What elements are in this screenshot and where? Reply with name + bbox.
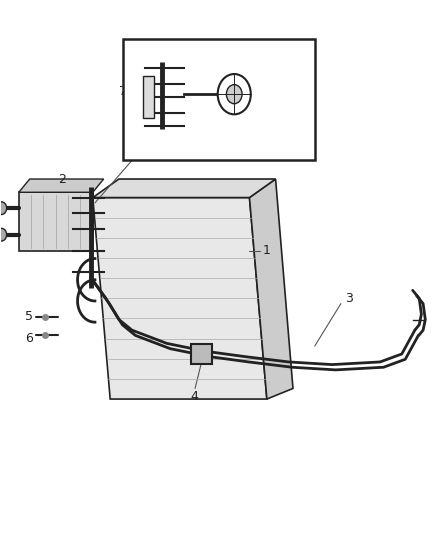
Polygon shape	[93, 198, 267, 399]
Text: 8: 8	[146, 142, 153, 152]
Text: 7: 7	[119, 85, 127, 98]
Text: 5: 5	[25, 310, 33, 324]
Bar	[123, 38, 315, 160]
Circle shape	[226, 85, 242, 104]
Polygon shape	[93, 179, 276, 198]
Text: 3: 3	[345, 292, 353, 305]
Polygon shape	[19, 179, 104, 192]
Text: 6: 6	[25, 332, 33, 344]
Circle shape	[0, 228, 7, 241]
Bar	[143, 76, 154, 118]
Polygon shape	[250, 179, 293, 399]
Bar	[191, 344, 212, 364]
Text: 1: 1	[262, 244, 270, 257]
Text: 9: 9	[231, 142, 238, 152]
Circle shape	[0, 202, 7, 215]
Text: 4: 4	[191, 390, 198, 403]
Text: 2: 2	[58, 173, 66, 185]
Circle shape	[218, 74, 251, 114]
Polygon shape	[19, 192, 93, 251]
